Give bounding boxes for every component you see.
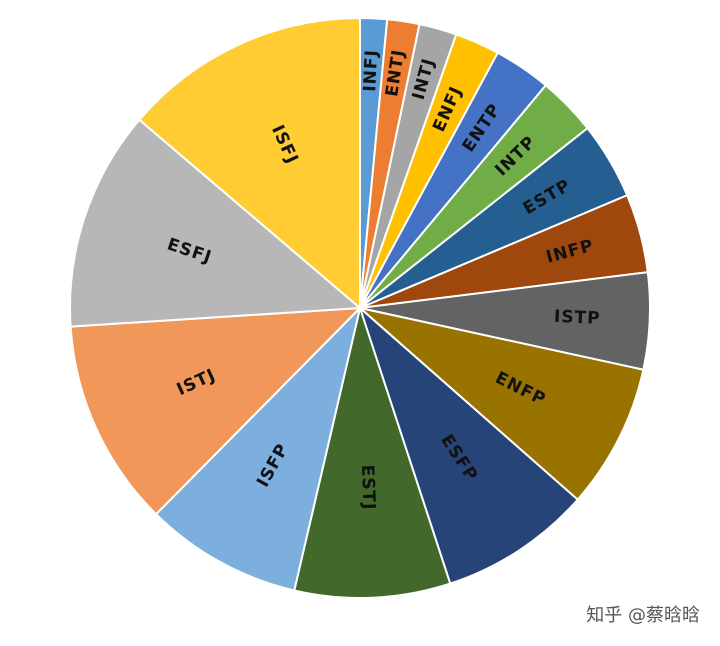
pie-slice <box>356 306 645 502</box>
pie-slice <box>357 304 580 585</box>
pie-slice <box>137 16 361 311</box>
slice-label: ESTJ <box>357 464 379 511</box>
watermark: 知乎 @蔡晗晗 <box>586 605 700 626</box>
pie-slice <box>293 304 452 599</box>
pie-slice <box>69 118 363 328</box>
pie: INFJ ENTJ INTJENFJENTPINTPESTPINFPISTPENFP… <box>69 16 651 599</box>
slice-label: INFJ <box>360 49 382 92</box>
pie-slice <box>69 306 363 516</box>
pie-slice <box>154 304 362 592</box>
slice-label: ISTP <box>554 307 601 329</box>
